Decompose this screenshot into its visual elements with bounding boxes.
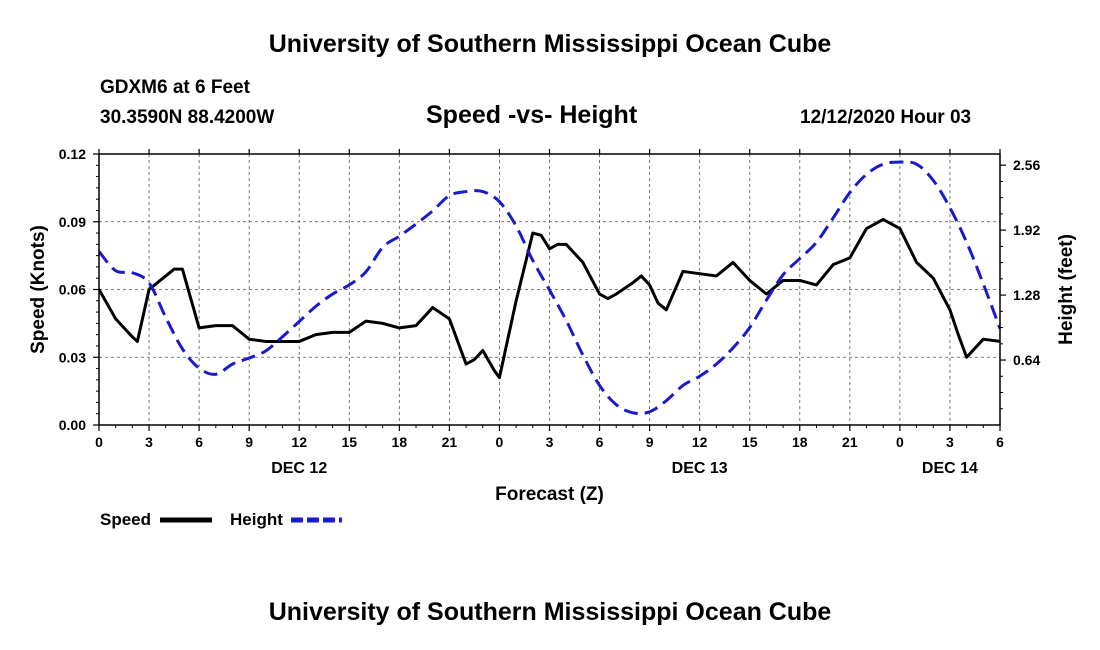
x-tick-label: 9 bbox=[245, 434, 253, 450]
x-tick-label: 3 bbox=[145, 434, 153, 450]
x-tick-label: 6 bbox=[195, 434, 203, 450]
axes: 0 3 6 9 12 15 18 21 0 3 6 9 12 15 18 21 0 3 6 0.00 0.03 0.06 0… bbox=[28, 146, 1077, 505]
y-tick-label: 0.09 bbox=[59, 214, 86, 230]
speed-series-line bbox=[99, 217, 1000, 380]
x-tick-label: 3 bbox=[546, 434, 554, 450]
date-label: DEC 14 bbox=[922, 460, 978, 477]
x-tick-label: 0 bbox=[896, 434, 904, 450]
y2-tick-label: 2.56 bbox=[1013, 157, 1040, 173]
x-tick-label: 6 bbox=[996, 434, 1004, 450]
x-tick-label: 15 bbox=[341, 434, 357, 450]
chart-title: Speed -vs- Height bbox=[426, 101, 638, 129]
height-series-line bbox=[99, 160, 1000, 416]
forecast-datetime: 12/12/2020 Hour 03 bbox=[800, 107, 972, 128]
x-tick-label: 0 bbox=[496, 434, 504, 450]
legend-label-speed: Speed bbox=[100, 510, 151, 529]
x-tick-label: 15 bbox=[742, 434, 758, 450]
y2-tick-label: 0.64 bbox=[1013, 352, 1040, 368]
y2-tick-label: 1.92 bbox=[1013, 222, 1040, 238]
x-tick-label: 9 bbox=[646, 434, 654, 450]
footer-title: University of Southern Mississippi Ocean… bbox=[268, 598, 832, 626]
y2-tick-label: 1.28 bbox=[1013, 287, 1040, 303]
x-tick-label: 21 bbox=[442, 434, 458, 450]
date-label: DEC 13 bbox=[672, 460, 728, 477]
legend-label-height: Height bbox=[230, 510, 283, 529]
x-tick-label: 18 bbox=[392, 434, 408, 450]
x-tick-label: 18 bbox=[792, 434, 808, 450]
page-title: University of Southern Mississippi Ocean… bbox=[268, 30, 832, 58]
y-tick-label: 0.00 bbox=[59, 417, 86, 433]
legend: Speed Height bbox=[100, 510, 342, 529]
x-tick-label: 12 bbox=[692, 434, 708, 450]
x-tick-label: 21 bbox=[842, 434, 858, 450]
x-tick-label: 0 bbox=[95, 434, 103, 450]
date-label: DEC 12 bbox=[271, 460, 327, 477]
station-label: GDXM6 at 6 Feet bbox=[100, 77, 250, 98]
x-tick-label: 6 bbox=[596, 434, 604, 450]
x-axis-title: Forecast (Z) bbox=[495, 484, 604, 505]
y-tick-label: 0.03 bbox=[59, 349, 86, 365]
y2-axis-title: Height (feet) bbox=[1056, 234, 1077, 345]
coordinates-label: 30.3590N 88.4200W bbox=[100, 107, 275, 128]
y-tick-label: 0.06 bbox=[59, 282, 86, 298]
x-tick-label: 12 bbox=[291, 434, 307, 450]
series-lines bbox=[99, 160, 1000, 416]
y-tick-label: 0.12 bbox=[59, 146, 86, 162]
y-axis-title: Speed (Knots) bbox=[28, 225, 49, 354]
x-tick-label: 3 bbox=[946, 434, 954, 450]
